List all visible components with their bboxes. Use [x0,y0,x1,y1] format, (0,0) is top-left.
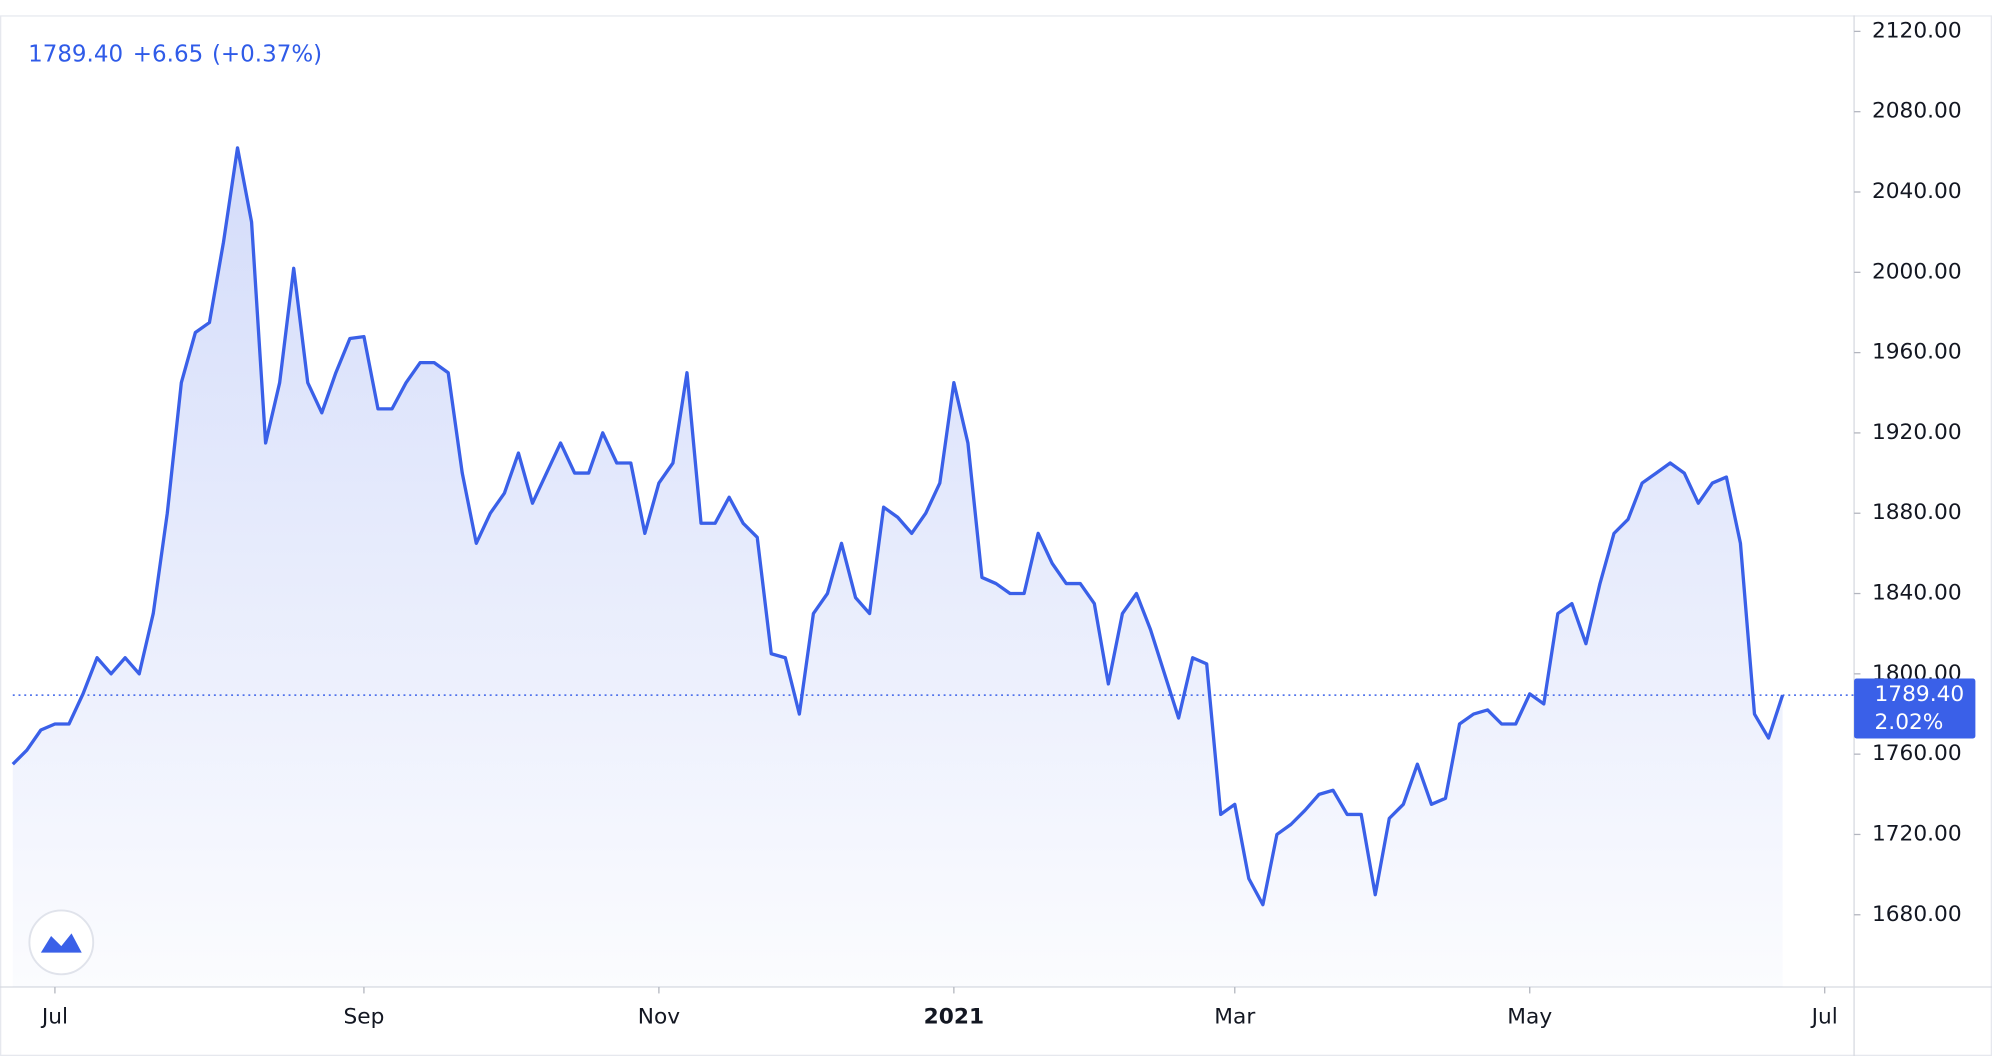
x-tick-label: Jul [40,1005,68,1030]
y-tick-label: 1920.00 [1872,420,1962,445]
x-tick-label: May [1507,1005,1552,1030]
x-tick-label: Sep [343,1005,384,1030]
area-fill [12,147,1783,988]
header-last: 1789.40 [28,41,123,67]
price-label-box [1854,678,1976,739]
price-label-pct: 2.02% [1875,710,1944,735]
plot: 1680.001720.001760.001800.001840.001880.… [0,15,1992,1056]
y-tick-label: 2120.00 [1872,18,1962,43]
frame [0,15,1992,1056]
y-tick-label: 1840.00 [1872,581,1962,606]
y-tick-label: 1880.00 [1872,500,1962,525]
x-tick-label: Nov [638,1005,680,1030]
y-tick-label: 2040.00 [1872,179,1962,204]
y-tick-label: 1680.00 [1872,902,1962,927]
price-label-price: 1789.40 [1875,682,1965,707]
x-tick-label: 2021 [924,1005,984,1030]
y-tick-label: 2000.00 [1872,259,1962,284]
price-line [11,146,1785,907]
logo [28,909,95,976]
y-tick-label: 1960.00 [1872,340,1962,365]
x-tick-label: Mar [1214,1005,1255,1030]
header-change-pct: (+0.37%) [212,41,322,67]
x-tick-label: Jul [1810,1005,1838,1030]
y-tick-label: 2080.00 [1872,99,1962,124]
y-tick-label: 1720.00 [1872,821,1962,846]
y-tick-label: 1760.00 [1872,741,1962,766]
header-change: +6.65 [133,41,203,67]
